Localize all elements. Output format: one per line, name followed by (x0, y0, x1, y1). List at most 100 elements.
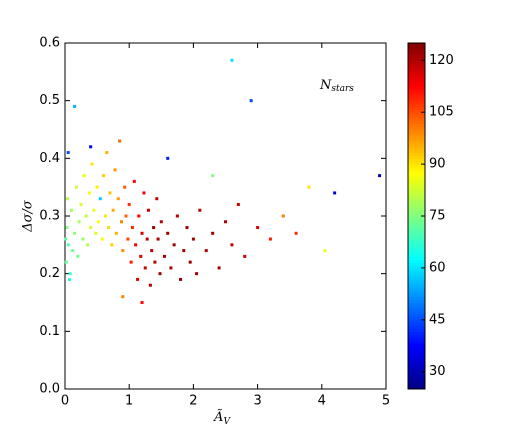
point (66, 151, 70, 155)
colorbar-segment (408, 250, 425, 254)
annotation-sub: stars (331, 84, 354, 94)
colorbar-segment (408, 265, 425, 269)
point (191, 237, 195, 241)
point (132, 179, 136, 183)
point (92, 208, 96, 212)
colorbar-segment (408, 60, 425, 64)
colorbar-segment (408, 190, 425, 194)
colorbar-segment (408, 221, 425, 226)
point (155, 197, 159, 201)
colorbar-segment (408, 106, 425, 110)
y-tick-label: 0.2 (39, 266, 60, 281)
colorbar-segment (408, 126, 425, 130)
colorbar-segment (408, 224, 425, 229)
colorbar-segment (408, 184, 425, 188)
colorbar-segment (408, 363, 425, 367)
colorbar-segment (408, 43, 425, 47)
colorbar-segment (408, 354, 425, 358)
point (81, 237, 85, 241)
point (179, 277, 183, 281)
x-tick-label: 5 (382, 394, 390, 409)
colorbar-segment (408, 299, 425, 303)
colorbar-segment (408, 342, 425, 347)
colorbar-segment (408, 267, 425, 272)
point (230, 243, 234, 247)
colorbar-segment (408, 348, 425, 353)
colorbar-segment (408, 100, 425, 105)
point (166, 156, 170, 160)
colorbar-segment (408, 247, 425, 252)
x-tick-label: 4 (318, 394, 326, 409)
colorbar-segment (408, 68, 425, 73)
colorbar-segment (408, 308, 425, 312)
colorbar-segment (408, 117, 425, 122)
colorbar-segment (408, 51, 425, 56)
colorbar-segment (408, 337, 425, 341)
x-tick-label: 0 (61, 394, 69, 409)
point (140, 301, 144, 304)
x-axis-label-sub: V (223, 417, 231, 427)
colorbar-segment (408, 259, 425, 263)
colorbar-segment (408, 143, 425, 148)
colorbar-segment (408, 83, 425, 87)
point (195, 272, 199, 276)
colorbar-segment (408, 314, 425, 318)
colorbar-segment (408, 86, 425, 90)
colorbar-segment (408, 273, 425, 278)
y-tick-label: 0.3 (39, 209, 60, 224)
colorbar-segment (408, 175, 425, 180)
point (156, 237, 160, 241)
point (66, 197, 70, 201)
point (114, 231, 118, 235)
colorbar-segment (408, 244, 425, 249)
colorbar-segment (408, 45, 425, 50)
colorbar-segment (408, 115, 425, 119)
colorbar-segment (408, 334, 425, 338)
colorbar-segment (408, 109, 425, 113)
point (148, 283, 152, 287)
colorbar-segment (408, 296, 425, 301)
colorbar-segment (408, 181, 425, 185)
colorbar-segment (408, 74, 425, 79)
colorbar-segment (408, 132, 425, 136)
colorbar-segment (408, 322, 425, 327)
colorbar-segment (408, 218, 425, 223)
point (96, 220, 100, 224)
point (73, 231, 77, 235)
colorbar-segment (408, 282, 425, 286)
point (71, 249, 75, 253)
point (236, 202, 240, 206)
colorbar-segment (408, 164, 425, 168)
point (108, 191, 112, 195)
point (130, 226, 134, 230)
colorbar-segment (408, 204, 425, 208)
colorbar-segment (408, 279, 425, 283)
colorbar-segment (408, 319, 425, 324)
colorbar-segment (408, 89, 425, 93)
point (68, 272, 72, 276)
colorbar-segment (408, 187, 425, 191)
colorbar-segment (408, 77, 425, 81)
point (211, 174, 215, 178)
colorbar-segment (408, 305, 425, 309)
point (100, 237, 104, 241)
point (211, 231, 215, 235)
colorbar-segment (408, 285, 425, 289)
point (98, 197, 102, 201)
colorbar-segment (408, 152, 425, 156)
colorbar-segment (408, 135, 425, 139)
point (268, 237, 272, 241)
point (95, 185, 99, 189)
point (89, 226, 93, 230)
point (169, 266, 173, 270)
colorbar-segment (408, 270, 425, 275)
colorbar-segment (408, 236, 425, 240)
point (175, 214, 179, 218)
colorbar-segment (408, 80, 425, 84)
point (140, 231, 144, 235)
point (145, 237, 149, 241)
colorbar-segment (408, 288, 425, 292)
colorbar-segment (408, 360, 425, 364)
y-tick-label: 0.5 (39, 93, 60, 108)
colorbar-segment (408, 195, 425, 200)
